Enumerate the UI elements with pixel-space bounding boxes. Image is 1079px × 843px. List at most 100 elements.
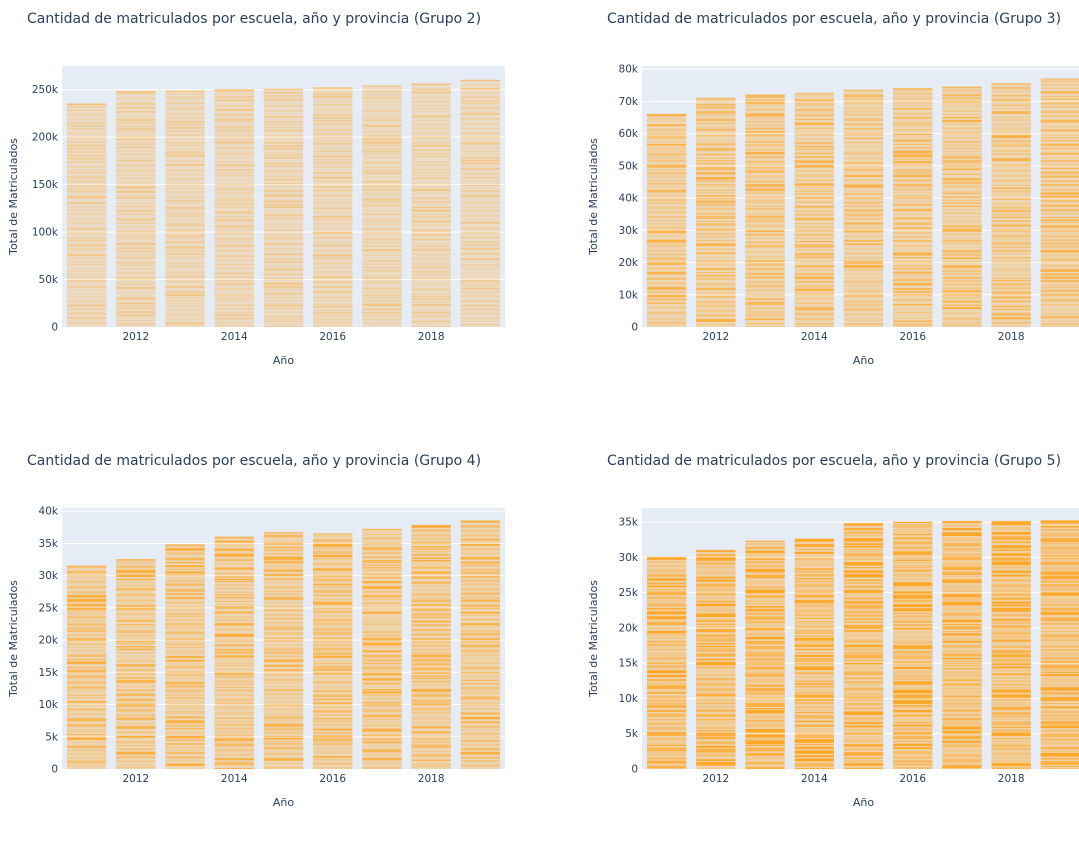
x-tick-label: 2018 — [998, 331, 1025, 343]
bar-2015 — [264, 532, 303, 769]
chart-title: Cantidad de matriculados por escuela, añ… — [607, 453, 1061, 469]
bar-2012 — [696, 98, 735, 327]
chart-svg: Cantidad de matriculados por escuela, añ… — [0, 0, 540, 401]
bar-2018 — [991, 84, 1030, 327]
chart-panel-grupo-5: Cantidad de matriculados por escuela, añ… — [580, 442, 1079, 843]
x-tick-label: 2012 — [122, 773, 149, 785]
chart-panel-grupo-4: Cantidad de matriculados por escuela, añ… — [0, 442, 540, 843]
bar-2014 — [215, 537, 254, 769]
x-tick-label: 2018 — [418, 773, 445, 785]
bar-2013 — [745, 95, 784, 327]
y-tick-label: 5k — [625, 728, 639, 740]
bar-2014 — [795, 93, 834, 327]
y-tick-label: 250k — [32, 84, 59, 96]
chart-title: Cantidad de matriculados por escuela, añ… — [27, 11, 481, 27]
x-tick-label: 2016 — [899, 331, 926, 343]
x-tick-label: 2018 — [418, 331, 445, 343]
y-tick-label: 35k — [619, 517, 639, 529]
x-tick-label: 2012 — [122, 331, 149, 343]
bar-2012 — [116, 92, 155, 327]
y-tick-label: 50k — [619, 160, 639, 172]
y-axis-label: Total de Matriculados — [7, 580, 20, 698]
bar-2016 — [893, 522, 932, 769]
chart-title: Cantidad de matriculados por escuela, añ… — [607, 11, 1061, 27]
y-tick-label: 40k — [39, 506, 59, 518]
x-axis-label: Año — [853, 354, 874, 367]
chart-title: Cantidad de matriculados por escuela, añ… — [27, 453, 481, 469]
bar-2017 — [942, 521, 981, 769]
y-tick-label: 30k — [39, 570, 59, 582]
x-tick-label: 2014 — [801, 331, 828, 343]
y-tick-label: 0 — [631, 764, 638, 776]
bar-2017 — [942, 87, 981, 327]
y-tick-label: 30k — [619, 225, 639, 237]
x-axis-label: Año — [273, 796, 294, 809]
y-tick-label: 200k — [32, 132, 59, 144]
bar-2016 — [893, 89, 932, 327]
y-tick-label: 5k — [45, 731, 59, 743]
bar-2012 — [696, 550, 735, 769]
bar-2019 — [461, 521, 500, 769]
y-tick-label: 35k — [39, 538, 59, 550]
bar-2018 — [991, 521, 1030, 769]
y-tick-label: 20k — [619, 622, 639, 634]
bar-2014 — [215, 90, 254, 327]
y-tick-label: 0 — [51, 322, 58, 334]
bar-2011 — [67, 566, 106, 769]
x-tick-label: 2014 — [801, 773, 828, 785]
y-tick-label: 25k — [39, 602, 59, 614]
chart-panel-grupo-3: Cantidad de matriculados por escuela, añ… — [580, 0, 1079, 401]
y-tick-label: 40k — [619, 193, 639, 205]
x-tick-label: 2014 — [221, 773, 248, 785]
y-tick-label: 10k — [619, 693, 639, 705]
x-tick-label: 2012 — [702, 331, 729, 343]
bar-2013 — [165, 91, 204, 327]
x-tick-label: 2018 — [998, 773, 1025, 785]
x-tick-label: 2012 — [702, 773, 729, 785]
y-tick-label: 30k — [619, 552, 639, 564]
y-tick-label: 50k — [39, 274, 59, 286]
bar-2019 — [461, 80, 500, 327]
y-tick-label: 150k — [32, 179, 59, 191]
x-axis-label: Año — [273, 354, 294, 367]
x-tick-label: 2016 — [899, 773, 926, 785]
chart-svg: Cantidad de matriculados por escuela, añ… — [0, 442, 540, 843]
bar-2013 — [745, 541, 784, 769]
x-axis-label: Año — [853, 796, 874, 809]
bar-2011 — [647, 114, 686, 327]
y-tick-label: 25k — [619, 587, 639, 599]
bar-2015 — [844, 524, 883, 769]
bar-2018 — [411, 525, 450, 769]
bar-2017 — [362, 529, 401, 769]
y-tick-label: 0 — [631, 322, 638, 334]
bar-2017 — [362, 86, 401, 327]
y-tick-label: 20k — [619, 257, 639, 269]
bar-2012 — [116, 560, 155, 769]
y-axis-label: Total de Matriculados — [7, 138, 20, 256]
y-axis-label: Total de Matriculados — [587, 580, 600, 698]
y-tick-label: 20k — [39, 635, 59, 647]
y-tick-label: 10k — [39, 699, 59, 711]
bar-2019 — [1041, 521, 1079, 769]
chart-panel-grupo-2: Cantidad de matriculados por escuela, añ… — [0, 0, 540, 401]
bar-2013 — [165, 545, 204, 769]
bar-2015 — [264, 89, 303, 327]
y-tick-label: 10k — [619, 289, 639, 301]
bar-2018 — [411, 84, 450, 327]
y-tick-label: 60k — [619, 128, 639, 140]
chart-svg: Cantidad de matriculados por escuela, añ… — [580, 0, 1079, 401]
y-tick-label: 15k — [619, 658, 639, 670]
y-tick-label: 15k — [39, 667, 59, 679]
y-tick-label: 100k — [32, 227, 59, 239]
y-tick-label: 80k — [619, 64, 639, 76]
x-tick-label: 2016 — [319, 331, 346, 343]
bar-2011 — [647, 557, 686, 769]
bar-2016 — [313, 534, 352, 769]
x-tick-label: 2014 — [221, 331, 248, 343]
y-tick-label: 0 — [51, 764, 58, 776]
bar-2011 — [67, 104, 106, 327]
x-tick-label: 2016 — [319, 773, 346, 785]
bar-2019 — [1041, 79, 1079, 327]
y-axis-label: Total de Matriculados — [587, 138, 600, 256]
bar-2016 — [313, 88, 352, 327]
